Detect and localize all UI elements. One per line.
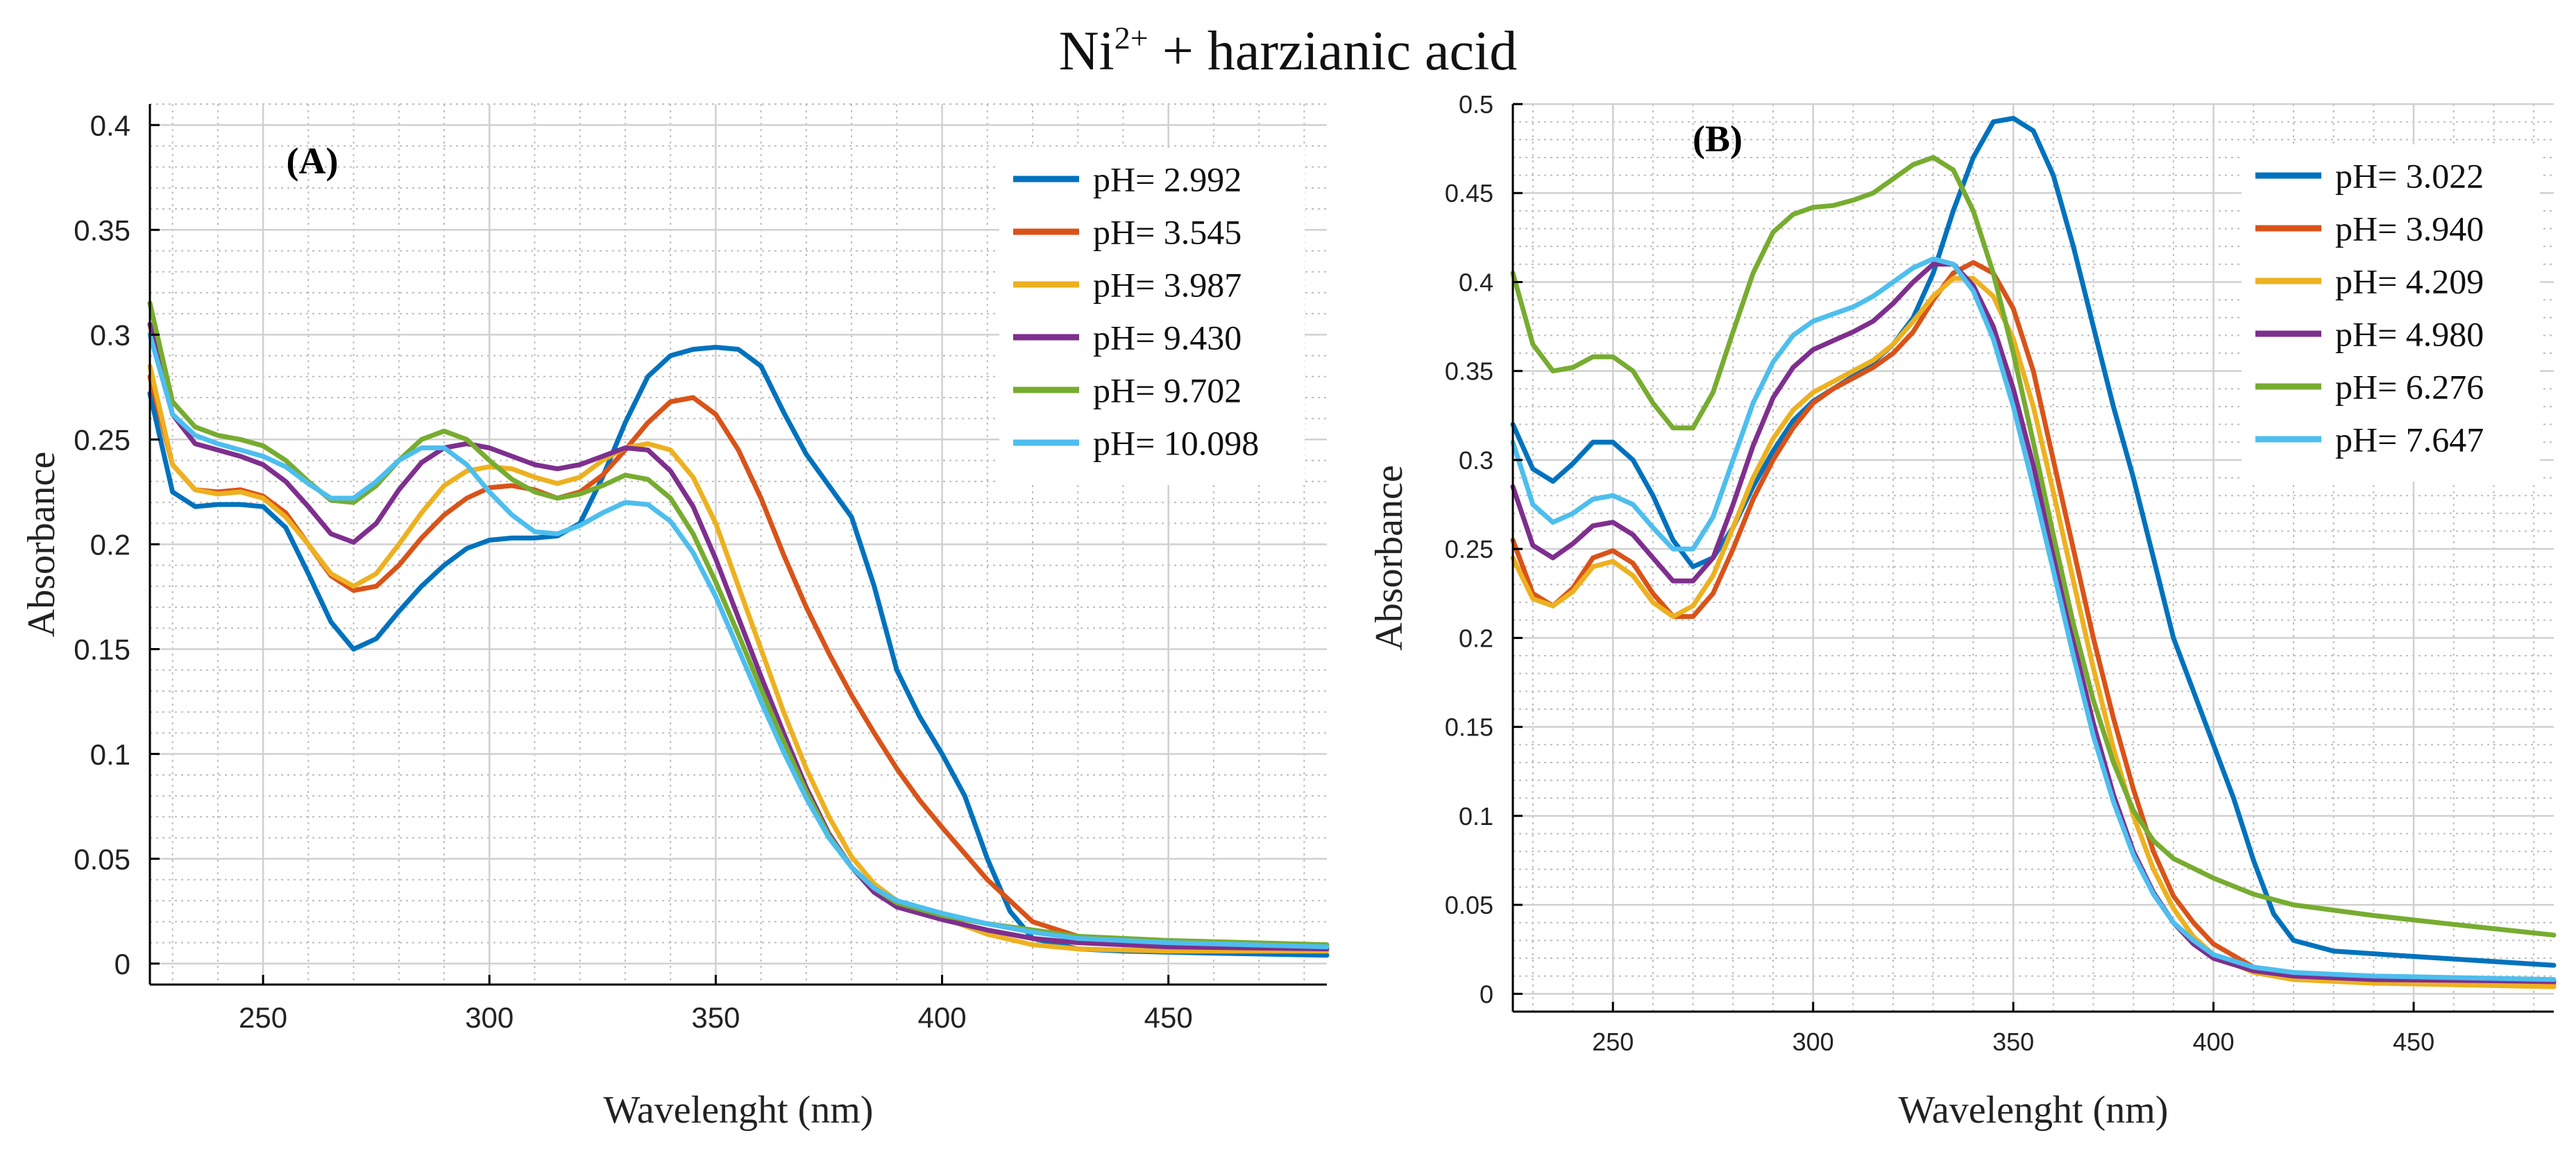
- series-line-b-6: [1510, 256, 2557, 982]
- y-tick-label: 0.25: [74, 424, 130, 457]
- legend-label: pH= 3.545: [1093, 213, 1242, 252]
- y-tick-label: 0.3: [1459, 446, 1493, 475]
- y-tick-label: 0.4: [90, 109, 130, 142]
- series-line-b-3: [1510, 275, 2557, 989]
- y-axis-label-b: Absorbance: [1368, 465, 1411, 650]
- legend-label: pH= 4.980: [2335, 315, 2484, 354]
- legend-label: pH= 4.209: [2335, 262, 2484, 301]
- legend-label: pH= 9.702: [1093, 371, 1242, 410]
- legend-label: pH= 3.940: [2335, 210, 2484, 248]
- series-group-a: [147, 300, 1330, 958]
- x-tick-label: 450: [1144, 1001, 1193, 1034]
- y-tick-label: 0.1: [90, 738, 130, 771]
- x-tick-label: 400: [917, 1001, 966, 1034]
- legend-box: [2242, 144, 2540, 482]
- legend-label: pH= 7.647: [2335, 420, 2484, 459]
- y-axis-label-a: Absorbance: [20, 452, 63, 637]
- x-tick-label: 350: [691, 1001, 740, 1034]
- panel-b: 250 300 350 400 450 0 0.05 0.1 0.15 0.2 0.25 0.3 0.3…: [1368, 90, 2557, 1132]
- y-tick-label: 0.35: [1445, 357, 1493, 386]
- legend-b: pH= 3.022 pH= 3.940 pH= 4.209 pH= 4.980 pH= …: [2242, 144, 2540, 482]
- y-tick-label: 0.35: [74, 214, 130, 246]
- x-axis-label-a: Wavelenght (nm): [604, 1089, 874, 1132]
- x-tick-label: 250: [1592, 1028, 1634, 1056]
- legend-a: pH= 2.992 pH= 3.545 pH= 3.987 pH= 9.430 pH= …: [999, 148, 1305, 485]
- legend-label: pH= 2.992: [1093, 160, 1242, 199]
- y-tick-label: 0: [1480, 980, 1493, 1008]
- series-line-b-2: [1510, 259, 2557, 986]
- series-group-b: [1510, 116, 2557, 989]
- x-tick-label: 450: [2393, 1028, 2434, 1056]
- y-tick-label: 0.4: [1459, 268, 1493, 296]
- legend-label: pH= 9.430: [1093, 318, 1242, 357]
- y-tick-label: 0.45: [1445, 179, 1493, 207]
- y-tick-label: 0.5: [1459, 90, 1493, 119]
- series-line-b-5: [1510, 155, 2557, 938]
- y-tick-label: 0.2: [1459, 624, 1493, 652]
- series-line-a-4: [147, 321, 1330, 952]
- y-tick-label: 0: [115, 948, 130, 980]
- major-grid-a: [150, 104, 1327, 985]
- series-line-a-1: [147, 345, 1330, 958]
- y-tick-label: 0.25: [1445, 535, 1493, 563]
- series-line-a-6: [147, 332, 1330, 950]
- legend-label: pH= 10.098: [1093, 424, 1259, 463]
- y-tick-label: 0.05: [1445, 891, 1493, 919]
- x-axis-label-b: Wavelenght (nm): [1899, 1089, 2169, 1132]
- legend-box: [999, 148, 1305, 485]
- panel-label-a: (A): [287, 140, 339, 182]
- series-line-b-1: [1510, 116, 2557, 968]
- x-tick-label: 250: [239, 1001, 287, 1034]
- y-tick-label: 0.15: [1445, 713, 1493, 742]
- y-tick-label: 0.2: [90, 529, 130, 561]
- panel-label-b: (B): [1693, 118, 1743, 160]
- x-tick-label: 350: [1992, 1028, 2034, 1056]
- legend-label: pH= 3.987: [1093, 266, 1242, 305]
- legend-label: pH= 3.022: [2335, 157, 2484, 196]
- panel-a: 250 300 350 400 450 0 0.05 0.1 0.15 0.2 0.25 0.3 0.3…: [20, 103, 1330, 1132]
- y-tick-label: 0.3: [90, 318, 130, 351]
- legend-label: pH= 6.276: [2335, 368, 2484, 407]
- x-tick-label: 400: [2193, 1028, 2235, 1056]
- y-tick-label: 0.05: [74, 843, 130, 876]
- x-tick-label: 300: [465, 1001, 514, 1034]
- figure-title: Ni2+ + harzianic acid: [1059, 20, 1517, 82]
- y-tick-label: 0.1: [1459, 802, 1493, 831]
- y-tick-label: 0.15: [74, 633, 130, 666]
- x-tick-label: 300: [1793, 1028, 1834, 1056]
